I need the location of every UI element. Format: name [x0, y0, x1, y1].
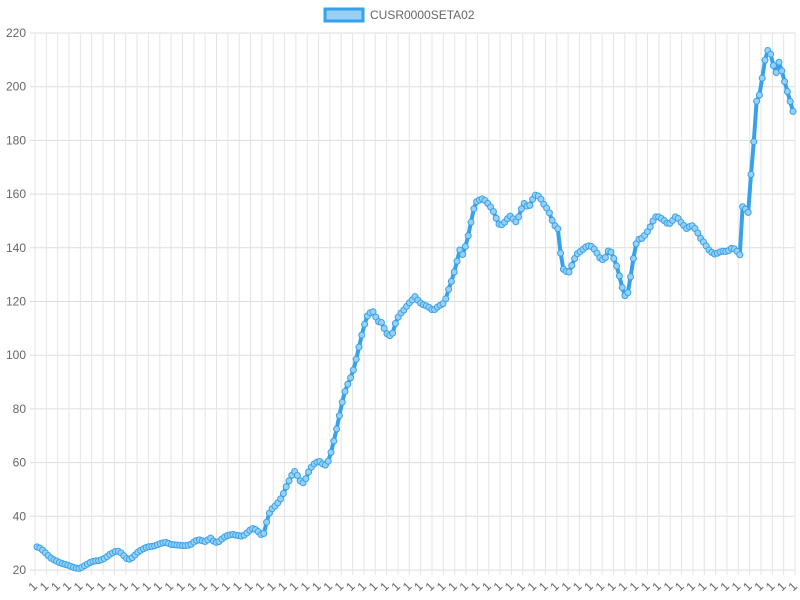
legend-label-cusr0000seta02: CUSR0000SETA02: [370, 8, 475, 22]
data-point[interactable]: [389, 329, 397, 337]
data-point[interactable]: [624, 289, 632, 297]
data-point[interactable]: [277, 495, 285, 503]
data-point[interactable]: [361, 320, 369, 328]
data-point[interactable]: [369, 308, 377, 316]
data-point[interactable]: [627, 273, 635, 281]
data-point[interactable]: [694, 229, 702, 237]
data-point[interactable]: [335, 412, 343, 420]
data-point[interactable]: [769, 61, 777, 69]
data-point[interactable]: [601, 253, 609, 261]
y-tick-label: 20: [13, 563, 27, 577]
data-point[interactable]: [615, 272, 623, 280]
data-point[interactable]: [260, 529, 268, 537]
y-tick-label: 160: [6, 187, 26, 201]
data-point[interactable]: [607, 248, 615, 256]
data-point[interactable]: [610, 255, 618, 263]
data-point[interactable]: [489, 208, 497, 216]
data-point[interactable]: [783, 88, 791, 96]
y-tick-label: 220: [6, 26, 26, 40]
data-point[interactable]: [302, 475, 310, 483]
data-point[interactable]: [613, 262, 621, 270]
data-point[interactable]: [772, 68, 780, 76]
data-point[interactable]: [464, 232, 472, 240]
data-point[interactable]: [447, 277, 455, 285]
data-point[interactable]: [775, 58, 783, 66]
y-tick-label: 140: [6, 241, 26, 255]
data-point[interactable]: [442, 295, 450, 303]
data-point[interactable]: [358, 331, 366, 339]
data-point[interactable]: [445, 285, 453, 293]
data-point[interactable]: [545, 209, 553, 217]
data-point[interactable]: [450, 268, 458, 276]
data-point[interactable]: [517, 205, 525, 213]
data-point[interactable]: [758, 74, 766, 82]
data-point[interactable]: [347, 374, 355, 382]
data-point[interactable]: [459, 251, 467, 259]
data-point[interactable]: [755, 91, 763, 99]
y-axis-tick-labels: 20 40 60 80 100 120 140 160 180 200 220: [6, 26, 26, 577]
data-point[interactable]: [537, 195, 545, 203]
data-point[interactable]: [324, 457, 332, 465]
data-point[interactable]: [461, 242, 469, 250]
data-point[interactable]: [744, 208, 752, 216]
data-point[interactable]: [470, 205, 478, 213]
series-cusr0000seta02: [33, 46, 797, 572]
data-point[interactable]: [293, 471, 301, 479]
y-tick-label: 100: [6, 348, 26, 362]
data-point[interactable]: [515, 213, 523, 221]
data-point[interactable]: [753, 97, 761, 105]
data-point[interactable]: [263, 518, 271, 526]
data-point[interactable]: [330, 437, 338, 445]
y-tick-label: 120: [6, 295, 26, 309]
data-point[interactable]: [352, 355, 360, 363]
data-point[interactable]: [789, 107, 797, 115]
data-point[interactable]: [355, 343, 363, 351]
data-point[interactable]: [629, 255, 637, 263]
data-point[interactable]: [344, 380, 352, 388]
data-point[interactable]: [327, 448, 335, 456]
x-axis-tick-labels: 1111111111111111111111111111111111111111…: [25, 579, 800, 594]
y-tick-label: 200: [6, 80, 26, 94]
data-point[interactable]: [282, 483, 290, 491]
data-point[interactable]: [548, 216, 556, 224]
x-tick-label: 1: [785, 579, 800, 594]
data-point[interactable]: [750, 138, 758, 146]
data-point[interactable]: [285, 477, 293, 485]
data-point[interactable]: [565, 268, 573, 276]
data-point[interactable]: [761, 56, 769, 64]
data-point[interactable]: [333, 425, 341, 433]
y-tick-label: 180: [6, 133, 26, 147]
data-point[interactable]: [526, 201, 534, 209]
gridlines: [30, 32, 796, 575]
data-point[interactable]: [341, 387, 349, 395]
data-point[interactable]: [380, 324, 388, 332]
data-point[interactable]: [349, 366, 357, 374]
data-point[interactable]: [453, 257, 461, 265]
y-tick-label: 60: [13, 456, 27, 470]
y-tick-label: 80: [13, 402, 27, 416]
data-point[interactable]: [786, 97, 794, 105]
data-point[interactable]: [568, 262, 576, 270]
data-point[interactable]: [377, 318, 385, 326]
data-point[interactable]: [618, 284, 626, 292]
data-point[interactable]: [557, 249, 565, 257]
data-point[interactable]: [646, 223, 654, 231]
data-point[interactable]: [492, 214, 500, 222]
data-point[interactable]: [391, 320, 399, 328]
data-point[interactable]: [338, 398, 346, 406]
data-point[interactable]: [781, 78, 789, 86]
legend[interactable]: CUSR0000SETA02: [323, 7, 475, 23]
data-point[interactable]: [279, 489, 287, 497]
data-point[interactable]: [767, 50, 775, 58]
data-point[interactable]: [467, 218, 475, 226]
data-point[interactable]: [736, 251, 744, 259]
data-point[interactable]: [778, 67, 786, 75]
data-point[interactable]: [554, 225, 562, 233]
data-point[interactable]: [747, 170, 755, 178]
series-line: [35, 48, 795, 571]
legend-swatch: [323, 7, 365, 23]
y-tick-label: 40: [13, 509, 27, 523]
